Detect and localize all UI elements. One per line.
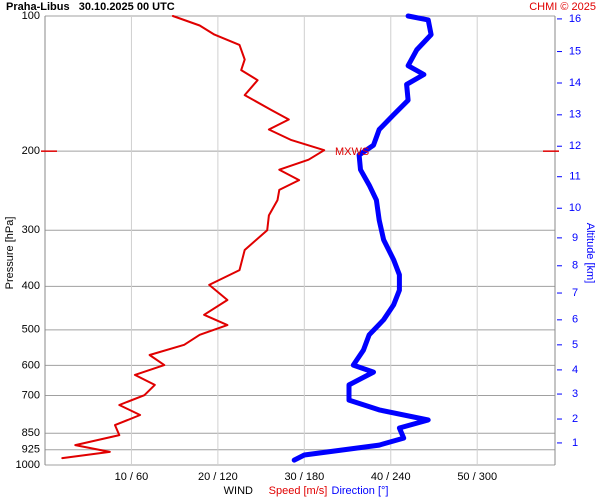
y2-tick-label: 1	[572, 437, 578, 449]
y2-tick-label: 15	[569, 45, 581, 57]
y-tick-label: 500	[22, 324, 40, 336]
y2-tick-label: 12	[569, 140, 581, 152]
y-tick-label: 400	[22, 280, 40, 292]
y-tick-label: 600	[22, 359, 40, 371]
series-line	[291, 13, 434, 463]
y2-tick-label: 3	[572, 388, 578, 400]
y2-tick-label: 4	[572, 364, 578, 376]
y2-tick-label: 16	[569, 13, 581, 25]
y2-tick-label: 11	[569, 171, 580, 183]
x-tick-label: 20 / 120	[198, 471, 238, 483]
x-tick-label: 40 / 240	[371, 471, 411, 483]
y2-tick-label: 5	[572, 339, 578, 351]
y-tick-label: 200	[22, 145, 40, 157]
y-tick-label: 850	[22, 427, 40, 439]
y2-tick-label: 6	[572, 314, 578, 326]
y2-axis-title: Altitude [km]	[584, 223, 596, 284]
x-tick-label: 50 / 300	[457, 471, 497, 483]
y2-tick-label: 8	[572, 260, 578, 272]
y-tick-label: 925	[22, 444, 40, 456]
y-tick-label: 1000	[16, 459, 40, 471]
chart-title: Praha-Libus 30.10.2025 00 UTC	[6, 1, 175, 13]
max-wind-label: MXWS	[335, 146, 369, 158]
y-tick-label: 300	[22, 224, 40, 236]
y2-tick-label: 10	[569, 202, 581, 214]
y2-tick-label: 9	[572, 232, 578, 244]
x-axis-title: WIND	[224, 485, 253, 497]
y2-tick-label: 2	[572, 413, 578, 425]
y-tick-label: 100	[22, 10, 40, 22]
y2-tick-label: 14	[569, 77, 581, 89]
x-tick-label: 30 / 180	[284, 471, 324, 483]
y-tick-label: 700	[22, 389, 40, 401]
copyright: CHMI © 2025	[529, 1, 596, 13]
legend-label: Direction [°]	[332, 485, 389, 497]
x-tick-label: 10 / 60	[115, 471, 149, 483]
y2-tick-label: 13	[569, 109, 581, 121]
series-line	[61, 15, 326, 460]
legend-label: Speed [m/s]	[269, 485, 328, 497]
y2-tick-label: 7	[572, 287, 578, 299]
y-axis-title: Pressure [hPa]	[4, 217, 16, 290]
